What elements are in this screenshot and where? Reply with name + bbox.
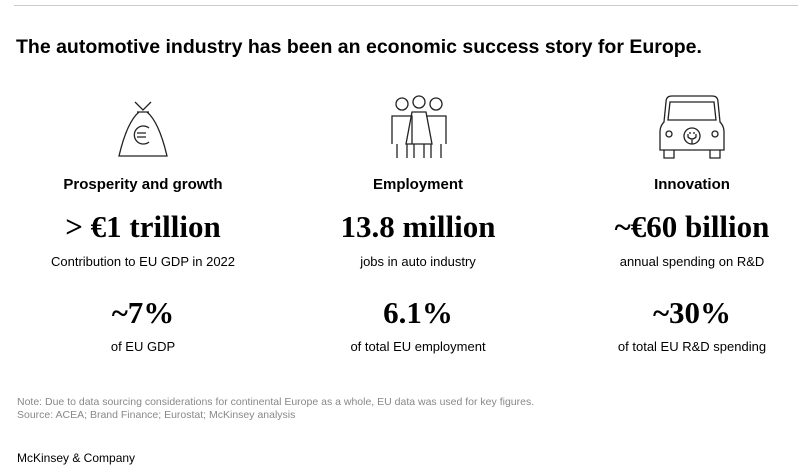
note: Note: Due to data sourcing consideration… bbox=[17, 396, 535, 408]
primary-figure: ~€60 billion bbox=[614, 209, 770, 244]
secondary-figure: ~30% bbox=[652, 295, 732, 330]
primary-caption: jobs in auto industry bbox=[360, 254, 476, 269]
primary-caption: annual spending on R&D bbox=[619, 254, 765, 269]
secondary-figure: 6.1% bbox=[383, 295, 453, 330]
people-icon bbox=[391, 95, 447, 158]
source: Source: ACEA; Brand Finance; Eurostat; M… bbox=[17, 409, 296, 421]
primary-figure: > €1 trillion bbox=[65, 209, 221, 244]
brand: McKinsey & Company bbox=[17, 451, 136, 465]
column-heading: Innovation bbox=[654, 176, 730, 193]
secondary-figure: ~7% bbox=[111, 295, 175, 330]
title: The automotive industry has been an econ… bbox=[16, 36, 702, 58]
secondary-caption: of EU GDP bbox=[110, 339, 176, 354]
primary-caption: Contribution to EU GDP in 2022 bbox=[50, 254, 236, 269]
column-heading: Prosperity and growth bbox=[63, 176, 223, 193]
secondary-caption: of total EU employment bbox=[350, 339, 486, 354]
car-icon bbox=[659, 95, 725, 159]
top-rule bbox=[14, 5, 798, 6]
secondary-caption: of total EU R&D spending bbox=[617, 339, 767, 354]
column-heading: Employment bbox=[372, 176, 463, 193]
money-bag-icon bbox=[118, 101, 168, 157]
primary-figure: 13.8 million bbox=[340, 209, 496, 244]
